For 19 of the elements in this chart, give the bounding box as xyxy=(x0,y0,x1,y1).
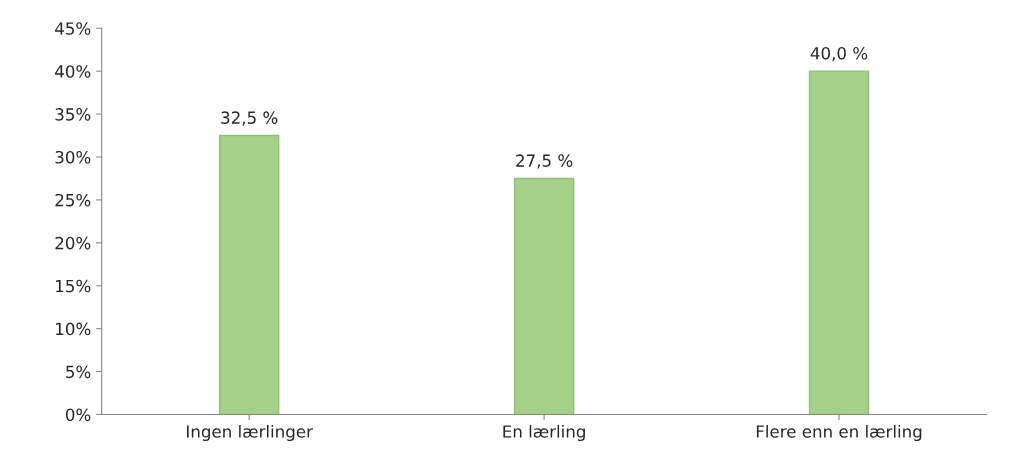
y-tick-label: 45% xyxy=(55,22,91,35)
data-label: 40,0 % xyxy=(810,47,868,62)
data-label: 27,5 % xyxy=(516,154,573,169)
y-tick-label: 25% xyxy=(55,193,91,207)
y-tick-label: 10% xyxy=(56,322,91,336)
y-tick-label: 5% xyxy=(66,365,91,379)
y-tick-label: 40% xyxy=(55,65,91,78)
data-label: 32,5 % xyxy=(221,111,278,126)
y-tick-label: 35% xyxy=(55,108,91,121)
bar xyxy=(808,70,870,415)
x-tick-label: Flere enn en lærling xyxy=(756,424,922,442)
bar xyxy=(513,177,575,415)
x-tick-label: Ingen lærlinger xyxy=(187,424,313,442)
x-tick-label: En lærling xyxy=(503,424,585,442)
y-tick-label: 0% xyxy=(65,408,91,422)
y-tick-label: 20% xyxy=(55,236,91,250)
y-tick-label: 15% xyxy=(56,279,91,293)
bar xyxy=(218,134,280,415)
y-tick-label: 30% xyxy=(55,150,91,164)
